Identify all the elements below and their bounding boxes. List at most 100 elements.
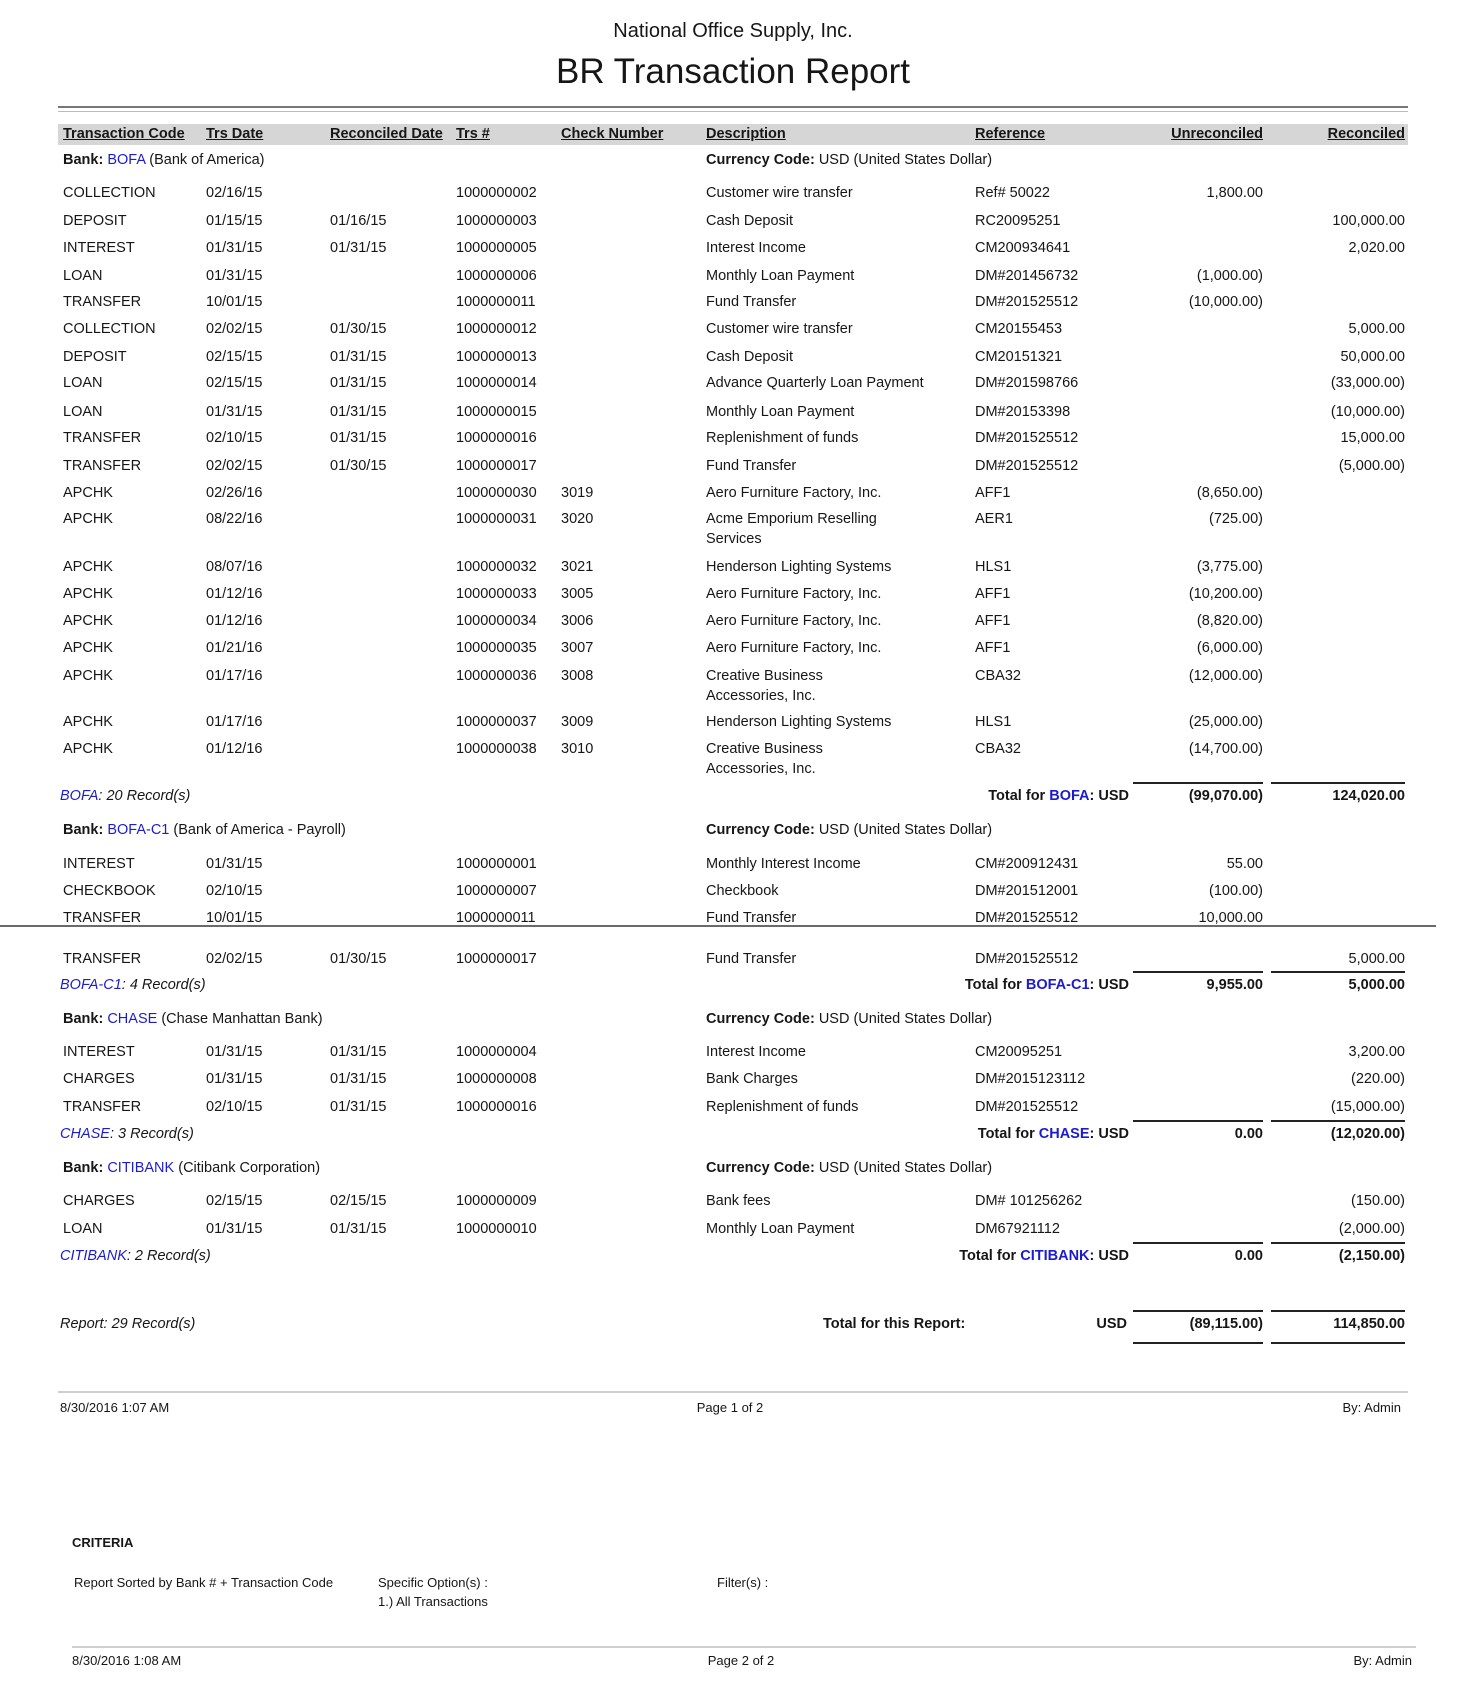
cell-trs-date: 10/01/15 bbox=[206, 294, 263, 310]
currency-code: Currency Code: USD (United States Dollar… bbox=[706, 820, 992, 840]
cell-transaction-code: APCHK bbox=[63, 714, 113, 730]
cell-reference: DM#201525512 bbox=[975, 430, 1079, 446]
currency-value: USD (United States Dollar) bbox=[818, 1011, 993, 1027]
cell-description: Acme Emporium Reselling Services bbox=[706, 511, 877, 547]
cell-description: Interest Income bbox=[706, 1044, 806, 1060]
cell-trs-number: 1000000009 bbox=[456, 1193, 537, 1209]
cell-trs-number: 1000000004 bbox=[456, 1044, 537, 1060]
cell-unreconciled: 10,000.00 bbox=[1198, 910, 1263, 926]
cell-trs-date: 02/10/15 bbox=[206, 1099, 263, 1115]
footer-page-number: Page 1 of 2 bbox=[696, 1400, 764, 1415]
bank-code-link[interactable]: CHASE bbox=[107, 1011, 158, 1027]
cell-trs-date: 01/12/16 bbox=[206, 613, 263, 629]
cell-trs-number: 1000000011 bbox=[456, 294, 536, 310]
cell-description: Fund Transfer bbox=[706, 458, 797, 474]
column-header-reconciled-date: Reconciled Date bbox=[330, 126, 443, 142]
cell-unreconciled: 1,800.00 bbox=[1206, 185, 1263, 201]
cell-unreconciled: (100.00) bbox=[1208, 883, 1263, 899]
cell-reference: CM20095251 bbox=[975, 1044, 1063, 1060]
column-header-transaction-code: Transaction Code bbox=[63, 126, 185, 142]
cell-check-number: 3009 bbox=[561, 714, 594, 730]
cell-trs-date: 01/31/15 bbox=[206, 240, 263, 256]
cell-reconciled-date: 01/30/15 bbox=[330, 458, 387, 474]
cell-transaction-code: CHARGES bbox=[63, 1071, 135, 1087]
cell-reference: AFF1 bbox=[975, 613, 1011, 629]
cell-reconciled-date: 01/31/15 bbox=[330, 240, 387, 256]
cell-description: Replenishment of funds bbox=[706, 430, 859, 446]
total-suffix: : USD bbox=[1089, 1126, 1129, 1142]
cell-reference: CM20151321 bbox=[975, 349, 1063, 365]
bank-code-link[interactable]: BOFA-C1 bbox=[107, 822, 170, 838]
cell-reconciled: 50,000.00 bbox=[1340, 349, 1405, 365]
cell-trs-number: 1000000007 bbox=[456, 883, 537, 899]
cell-transaction-code: APCHK bbox=[63, 586, 113, 602]
cell-trs-number: 1000000012 bbox=[456, 321, 537, 337]
bank-code-link[interactable]: CITIBANK bbox=[60, 1248, 127, 1264]
cell-transaction-code: TRANSFER bbox=[63, 430, 142, 446]
bank-code-link[interactable]: CITIBANK bbox=[107, 1160, 175, 1176]
bank-label: Bank: bbox=[63, 1160, 104, 1176]
bank-code-link[interactable]: BOFA-C1 bbox=[60, 977, 122, 993]
cell-reference: DM#201525512 bbox=[975, 458, 1079, 474]
bank-code-link[interactable]: CHASE bbox=[1038, 1126, 1090, 1142]
cell-transaction-code: LOAN bbox=[63, 1221, 103, 1237]
cell-unreconciled: 55.00 bbox=[1226, 856, 1263, 872]
cell-trs-number: 1000000030 bbox=[456, 485, 537, 501]
cell-trs-date: 01/31/15 bbox=[206, 1044, 263, 1060]
cell-trs-date: 02/02/15 bbox=[206, 321, 263, 337]
cell-check-number: 3010 bbox=[561, 741, 594, 757]
cell-check-number: 3008 bbox=[561, 668, 594, 684]
column-header-check-number: Check Number bbox=[561, 126, 664, 142]
bank-code-link[interactable]: BOFA bbox=[1049, 788, 1090, 804]
total-line bbox=[1133, 782, 1263, 784]
cell-reference: HLS1 bbox=[975, 714, 1012, 730]
cell-transaction-code: INTEREST bbox=[63, 240, 135, 256]
cell-transaction-code: APCHK bbox=[63, 613, 113, 629]
bank-header: Bank: BOFA (Bank of America) bbox=[63, 150, 265, 170]
cell-trs-number: 1000000010 bbox=[456, 1221, 537, 1237]
bank-code-link[interactable]: BOFA bbox=[60, 788, 99, 804]
cell-trs-number: 1000000034 bbox=[456, 613, 537, 629]
cell-reference: AFF1 bbox=[975, 640, 1011, 656]
cell-trs-date: 02/15/15 bbox=[206, 375, 263, 391]
total-line bbox=[1271, 782, 1405, 784]
cell-unreconciled: (8,650.00) bbox=[1196, 485, 1263, 501]
cell-reference: DM#201525512 bbox=[975, 294, 1079, 310]
total-line bbox=[1133, 1120, 1263, 1122]
cell-trs-date: 02/10/15 bbox=[206, 430, 263, 446]
bank-total-unreconciled: 0.00 bbox=[1234, 1126, 1263, 1142]
bank-code-link[interactable]: CITIBANK bbox=[1020, 1248, 1090, 1264]
cell-reconciled-date: 01/30/15 bbox=[330, 951, 387, 967]
total-line bbox=[1271, 1120, 1405, 1122]
report-total-unreconciled: (89,115.00) bbox=[1189, 1316, 1263, 1332]
cell-reference: HLS1 bbox=[975, 559, 1012, 575]
cell-transaction-code: APCHK bbox=[63, 559, 113, 575]
report-total-currency: USD bbox=[1096, 1316, 1127, 1332]
cell-check-number: 3007 bbox=[561, 640, 594, 656]
cell-transaction-code: COLLECTION bbox=[63, 185, 156, 201]
header-divider bbox=[58, 106, 1408, 108]
report-title: BR Transaction Report bbox=[555, 52, 911, 91]
bank-record-count: BOFA: 20 Record(s) bbox=[60, 786, 190, 806]
cell-description: Henderson Lighting Systems bbox=[706, 714, 892, 730]
footer-user: By: Admin bbox=[1342, 1400, 1401, 1415]
cell-description: Customer wire transfer bbox=[706, 321, 853, 337]
bank-code-link[interactable]: BOFA-C1 bbox=[1025, 977, 1090, 993]
cell-description: Henderson Lighting Systems bbox=[706, 559, 892, 575]
bank-record-count: BOFA-C1: 4 Record(s) bbox=[60, 975, 206, 995]
cell-trs-number: 1000000032 bbox=[456, 559, 537, 575]
cell-trs-number: 1000000035 bbox=[456, 640, 537, 656]
total-prefix: Total for bbox=[959, 1248, 1021, 1264]
cell-check-number: 3021 bbox=[561, 559, 594, 575]
cell-reconciled-date: 01/31/15 bbox=[330, 1221, 387, 1237]
total-line bbox=[1133, 1242, 1263, 1244]
record-count-text: : 4 Record(s) bbox=[121, 977, 206, 993]
bank-code-link[interactable]: BOFA bbox=[107, 152, 146, 168]
bank-code-link[interactable]: CHASE bbox=[60, 1126, 110, 1142]
cell-trs-number: 1000000038 bbox=[456, 741, 537, 757]
bank-total-label: Total for BOFA: USD bbox=[829, 786, 1129, 806]
cell-description: Bank fees bbox=[706, 1193, 771, 1209]
bank-name: (Chase Manhattan Bank) bbox=[161, 1011, 323, 1027]
bank-total-reconciled: (2,150.00) bbox=[1338, 1248, 1405, 1264]
bank-name: (Bank of America) bbox=[149, 152, 265, 168]
